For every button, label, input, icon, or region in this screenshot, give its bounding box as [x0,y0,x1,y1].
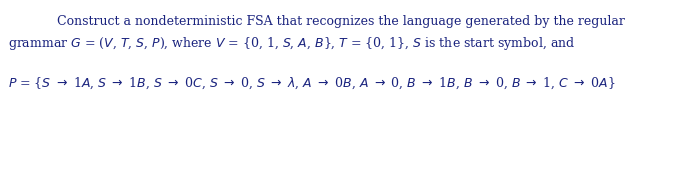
Text: $P$ = {$S$ $\rightarrow$ 1$A$, $S$ $\rightarrow$ 1$B$, $S$ $\rightarrow$ 0$C$, $: $P$ = {$S$ $\rightarrow$ 1$A$, $S$ $\rig… [8,76,616,92]
Text: grammar $G$ = ($V$, $T$, $S$, $P$), where $V$ = {0, 1, $S$, $A$, $B$}, $T$ = {0,: grammar $G$ = ($V$, $T$, $S$, $P$), wher… [8,35,576,52]
Text: Construct a nondeterministic FSA that recognizes the language generated by the r: Construct a nondeterministic FSA that re… [57,15,625,28]
